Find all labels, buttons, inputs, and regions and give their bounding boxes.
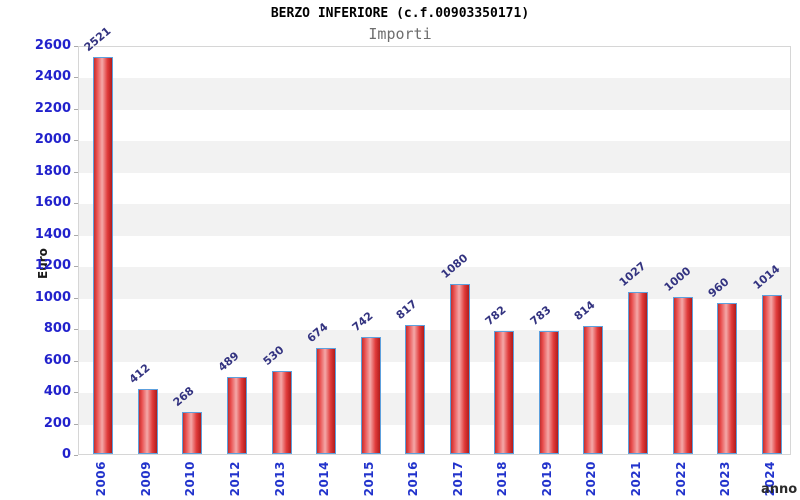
grid-band	[79, 141, 790, 173]
y-tick-mark	[74, 171, 78, 173]
bar-2022	[672, 296, 693, 454]
bar-2014	[316, 347, 337, 454]
x-tick-label: 2018	[495, 461, 510, 497]
bar-value-label: 1000	[661, 264, 694, 294]
x-tick-label: 2006	[94, 461, 109, 497]
bar-value-label: 1080	[438, 251, 471, 282]
bar-value-label: 530	[260, 342, 287, 368]
x-tick-label: 2016	[406, 461, 421, 497]
bar-2018	[494, 331, 515, 454]
x-tick-label: 2021	[629, 461, 644, 497]
bar-value-label: 674	[304, 320, 331, 345]
y-tick-mark	[74, 455, 78, 456]
y-tick-label: 2400	[34, 69, 71, 85]
x-tick-label: 2022	[673, 461, 688, 497]
bar-value-label: 814	[572, 298, 599, 323]
y-tick-label: 1800	[34, 163, 71, 179]
y-tick-label: 1200	[34, 258, 71, 274]
bar-2023	[717, 303, 738, 454]
y-tick-label: 800	[43, 321, 71, 337]
bar-value-label: 489	[215, 349, 242, 375]
x-tick-label: 2010	[183, 461, 198, 497]
y-tick-label: 400	[43, 384, 71, 400]
y-tick-mark	[74, 392, 78, 394]
bar-value-label: 782	[482, 303, 509, 328]
y-tick-mark	[74, 360, 78, 362]
bar-2019	[538, 330, 559, 454]
bar-value-label: 742	[349, 309, 376, 335]
bar-value-label: 783	[527, 303, 554, 328]
y-tick-mark	[74, 203, 78, 205]
y-tick-mark	[74, 297, 78, 299]
bar-2012	[226, 377, 247, 454]
y-tick-mark	[74, 77, 78, 79]
y-tick-label: 0	[61, 447, 71, 462]
bar-2015	[360, 337, 381, 454]
y-tick-label: 2000	[34, 132, 71, 148]
x-tick-label: 2023	[718, 461, 733, 497]
y-tick-label: 1000	[34, 289, 71, 305]
bar-value-label: 817	[393, 297, 420, 323]
bar-2010	[182, 411, 203, 454]
bar-value-label: 268	[171, 384, 198, 409]
y-tick-mark	[74, 46, 78, 47]
y-tick-label: 600	[43, 352, 71, 368]
y-tick-mark	[74, 140, 78, 142]
y-tick-mark	[74, 329, 78, 331]
grid-band	[79, 204, 790, 236]
bar-2017	[449, 284, 470, 454]
plot-area: 2521 412 268 489 530 674 742 817 1080 782 783 814 10…	[78, 25, 791, 455]
y-tick-mark	[74, 423, 78, 425]
y-tick-mark	[74, 108, 78, 110]
x-tick-label: 2017	[450, 461, 465, 497]
y-tick-mark	[74, 234, 78, 236]
bar-2016	[405, 325, 426, 454]
bar-2009	[137, 389, 158, 454]
x-tick-label: 2020	[584, 461, 599, 497]
y-tick-label: 1600	[34, 195, 71, 211]
x-tick-label: 2015	[361, 461, 376, 497]
bar-2020	[583, 325, 604, 454]
y-tick-mark	[74, 266, 78, 268]
bar-2021	[628, 292, 649, 454]
x-tick-label: 2012	[227, 461, 242, 497]
bar-2024	[761, 294, 782, 454]
bar-2006	[93, 57, 114, 454]
bar-2013	[271, 370, 292, 454]
x-tick-label: 2014	[317, 461, 332, 497]
y-tick-label: 2600	[34, 38, 71, 53]
y-tick-label: 1400	[34, 226, 71, 242]
bar-value-label: 1027	[616, 259, 649, 290]
bar-value-label: 1014	[750, 261, 783, 292]
y-tick-label: 2200	[34, 100, 71, 116]
chart-title: BERZO INFERIORE (c.f.00903350171)	[270, 6, 530, 21]
x-tick-label: 2013	[272, 461, 287, 497]
bar-value-label: 960	[705, 275, 732, 300]
x-tick-label: 2009	[138, 461, 153, 497]
chart-subtitle: Importi	[368, 25, 432, 43]
bar-value-label: 412	[126, 361, 153, 387]
x-tick-label: 2019	[539, 461, 554, 497]
x-axis-title: anno	[761, 482, 798, 497]
grid-band	[79, 78, 790, 110]
y-tick-label: 200	[43, 415, 71, 431]
